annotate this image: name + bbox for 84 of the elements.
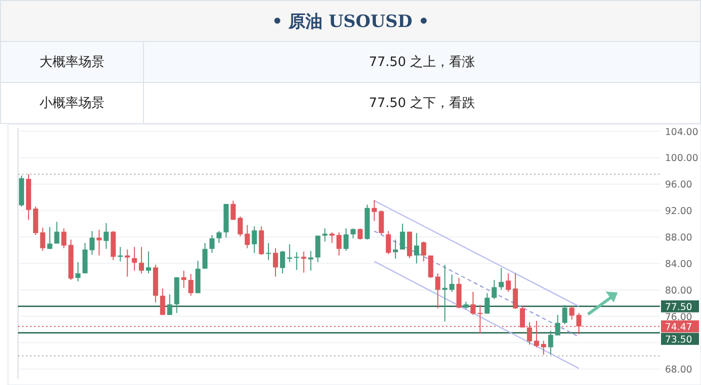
candlestick [96, 229, 102, 256]
candlestick [138, 246, 144, 274]
text: 77.50 之上，看涨 [144, 42, 700, 82]
candlestick [322, 228, 328, 242]
candlestick [167, 294, 172, 316]
candlestick [160, 288, 166, 316]
candlestick [484, 292, 490, 314]
y-tick-label: 80.00 [665, 285, 692, 296]
candlestick [534, 320, 540, 348]
candlestick [456, 277, 462, 309]
candlestick [506, 272, 511, 292]
candlestick [216, 230, 222, 244]
candlestick [329, 232, 334, 244]
y-tick-label: 104.00 [665, 126, 698, 138]
candlestick [75, 262, 81, 282]
ref-line-label: 73.50 [665, 334, 692, 346]
y-tick-label: 100.00 [665, 153, 698, 164]
candlestick [118, 246, 123, 262]
text: 大概率场景 [0, 42, 144, 82]
candlestick [124, 249, 130, 278]
candlestick [252, 226, 257, 254]
candlestick [392, 239, 398, 260]
candlestick [414, 232, 420, 264]
ref-line-label: 77.50 [665, 302, 692, 313]
candlestick [104, 222, 109, 250]
y-tick-label: 76.00 [665, 312, 692, 323]
candlestick [40, 227, 46, 252]
chart-title: • 原油 USOUSD • [0, 0, 700, 42]
candlestick [294, 252, 300, 271]
text: 77.50 之下，看跌 [144, 82, 700, 124]
candlestick [569, 306, 574, 320]
candlestick [562, 304, 568, 325]
candlestick [512, 272, 518, 310]
candlestick [386, 230, 391, 255]
candlestick [181, 270, 186, 288]
candlestick [400, 223, 406, 250]
candlestick [449, 274, 454, 292]
ref-line-label: 74.47 [661, 320, 699, 333]
candlestick [421, 241, 426, 262]
candlestick [378, 210, 384, 235]
candlestick [548, 330, 554, 356]
candlestick [576, 312, 582, 335]
candlestick [520, 306, 525, 328]
y-tick-label: 68.00 [665, 364, 692, 376]
candlestick [266, 242, 271, 261]
candlestick [478, 304, 483, 334]
y-tick-label: 88.00 [665, 232, 692, 244]
candlestick [336, 232, 342, 256]
ref-line-label: 73.50 [661, 332, 699, 346]
candlestick [202, 242, 208, 270]
candlestick [47, 226, 52, 250]
y-tick-label: 92.00 [665, 206, 692, 218]
y-tick-label: 84.00 [665, 258, 692, 270]
candlestick [308, 250, 314, 272]
candlestick [90, 230, 95, 256]
candlestick [230, 200, 236, 220]
candlestick [258, 226, 264, 256]
candlestick [498, 268, 504, 290]
candlestick [492, 279, 497, 300]
candlestick [350, 228, 356, 239]
candlestick [301, 251, 306, 274]
candlestick [54, 221, 60, 244]
ref-line-label: 77.50 [661, 300, 699, 313]
candlestick [272, 248, 278, 278]
ref-line-label: 74.47 [665, 322, 692, 333]
candlestick [82, 242, 88, 274]
candlestick [526, 322, 532, 346]
candlestick [470, 291, 476, 316]
candlestick [315, 235, 320, 263]
candlestick [541, 340, 546, 356]
candlestick [132, 246, 137, 272]
candlestick [209, 234, 215, 254]
candlestick [358, 228, 363, 240]
candlestick [555, 314, 560, 336]
candlestick [344, 228, 349, 252]
candlestick [61, 228, 66, 249]
candlestick [188, 273, 194, 296]
candlestick [287, 244, 292, 263]
candlestick [280, 250, 286, 274]
candlestick [372, 199, 377, 222]
text: 小概率场景 [0, 82, 144, 124]
candlestick [442, 264, 448, 322]
y-tick-label: 96.00 [665, 180, 692, 191]
candlestick [146, 251, 152, 274]
